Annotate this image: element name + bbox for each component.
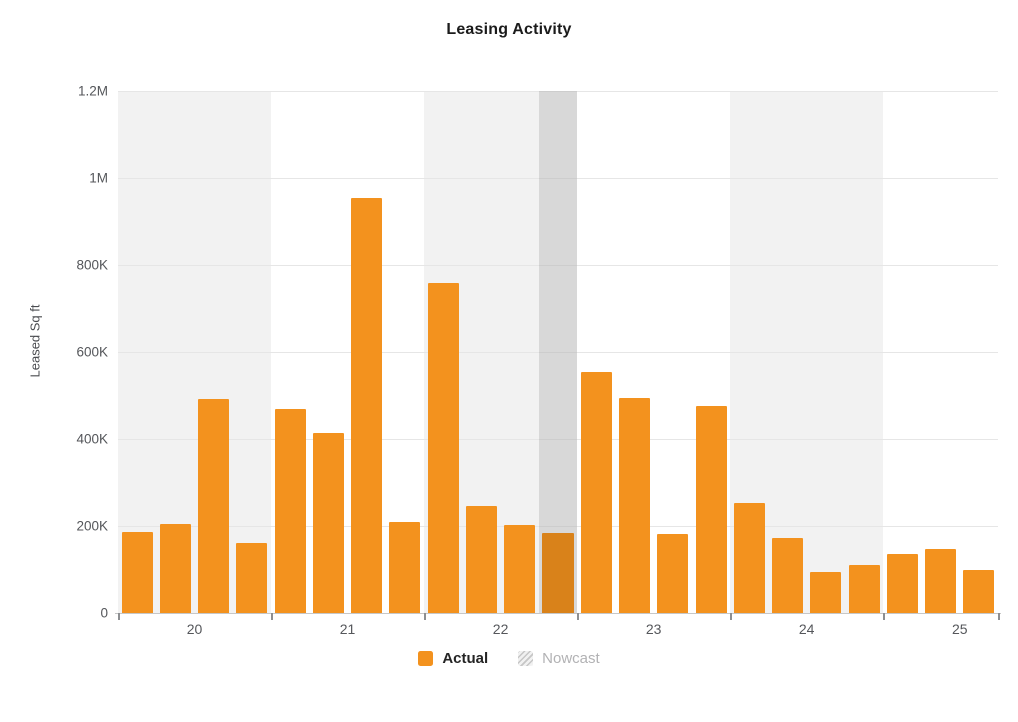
x-axis-tick	[883, 613, 885, 620]
y-tick-label-1.2M: 1.2M	[77, 83, 108, 99]
gridline-400K	[118, 439, 998, 440]
nowcast-band	[538, 91, 578, 613]
bar-2022-q3[interactable]	[504, 524, 536, 613]
bar-2021-q3[interactable]	[351, 198, 383, 613]
x-tick-label-24: 24	[798, 621, 815, 637]
bar-2024-q2[interactable]	[772, 538, 804, 613]
bar-2024-q3[interactable]	[810, 571, 842, 613]
y-tick-label-800K: 800K	[76, 257, 108, 273]
bar-2024-q4[interactable]	[848, 565, 880, 613]
chart-title: Leasing Activity	[446, 21, 572, 38]
bar-2021-q4[interactable]	[389, 522, 421, 613]
gridline-200K	[118, 526, 998, 527]
gridline-600K	[118, 352, 998, 353]
bar-2022-q2[interactable]	[465, 505, 497, 613]
x-tick-label-23: 23	[645, 621, 662, 637]
x-axis-tick	[577, 613, 579, 620]
x-axis-tick	[424, 613, 426, 620]
nowcast-swatch-icon	[518, 651, 534, 666]
bar-2024-q1[interactable]	[733, 502, 765, 613]
bar-2021-q1[interactable]	[274, 408, 306, 613]
gridline-800K	[118, 265, 998, 266]
bar-2023-q2[interactable]	[618, 398, 651, 613]
legend-label-nowcast: Nowcast	[542, 650, 600, 667]
bar-2023-q3[interactable]	[657, 533, 689, 613]
bar-2023-q4[interactable]	[695, 405, 727, 613]
x-tick-label-20: 20	[186, 621, 203, 637]
x-tick-label-21: 21	[339, 621, 356, 637]
legend-label-actual: Actual	[442, 650, 489, 667]
bar-2025-q2[interactable]	[925, 549, 957, 613]
bar-2021-q2[interactable]	[312, 432, 344, 613]
bar-2025-q1[interactable]	[886, 553, 918, 613]
bar-2022-q4[interactable]	[542, 532, 574, 613]
bar-2020-q1[interactable]	[121, 532, 153, 613]
y-tick-label-1M: 1M	[89, 170, 108, 186]
y-tick-label-400K: 400K	[76, 431, 108, 447]
plot-area	[118, 91, 998, 613]
gridline-1M	[118, 178, 998, 179]
y-axis-title: Leased Sq ft	[27, 304, 43, 378]
bar-2020-q3[interactable]	[198, 398, 230, 613]
y-tick-label-600K: 600K	[76, 344, 108, 360]
x-tick-label-25: 25	[951, 621, 968, 637]
x-tick-label-22: 22	[492, 621, 509, 637]
x-axis-tick	[271, 613, 273, 620]
y-tick-label-0: 0	[100, 605, 108, 621]
actual-swatch-icon	[418, 651, 434, 666]
legend-item-actual[interactable]: Actual	[418, 650, 488, 667]
bar-2022-q1[interactable]	[427, 283, 459, 613]
y-tick-label-200K: 200K	[76, 518, 108, 534]
bar-2023-q1[interactable]	[580, 372, 612, 613]
bar-2020-q2[interactable]	[159, 524, 191, 613]
bar-2025-q3[interactable]	[963, 569, 995, 613]
x-axis-tick	[730, 613, 732, 620]
legend: Actual Nowcast	[0, 650, 1018, 667]
gridline-1.2M	[118, 91, 998, 92]
x-axis-tick	[998, 613, 1000, 620]
x-axis-line	[115, 613, 1001, 614]
legend-item-nowcast[interactable]: Nowcast	[518, 650, 600, 667]
bar-2020-q4[interactable]	[236, 543, 268, 613]
x-axis-tick	[118, 613, 120, 620]
